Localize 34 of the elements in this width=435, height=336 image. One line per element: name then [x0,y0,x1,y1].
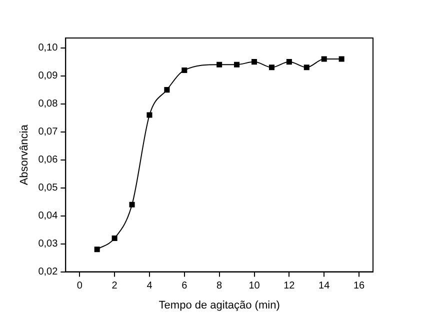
point [338,56,344,62]
x-tick-label: 4 [146,280,153,292]
point [146,112,152,118]
point [129,202,135,208]
y-tick-label: 0,03 [38,238,58,250]
y-tick-label: 0,02 [38,266,58,278]
point [182,67,188,73]
x-axis-title: Tempo de agitação (min) [158,299,280,312]
x-tick-label: 10 [248,280,260,292]
x-tick-label: 14 [318,280,330,292]
point [268,64,274,70]
point [112,235,118,241]
y-tick-label: 0,05 [38,182,58,194]
point [94,246,100,252]
x-tick-label: 8 [216,280,223,292]
x-tick-label: 16 [353,280,366,292]
y-axis-title: Absorvância [18,124,31,186]
y-tick-label: 0,08 [38,98,58,110]
point [164,87,170,93]
y-tick-label: 0,10 [38,42,58,54]
point [234,62,240,68]
point [321,56,327,62]
point [216,62,222,68]
x-tick-label: 2 [112,280,118,292]
y-tick-label: 0,04 [38,210,58,222]
x-tick-label: 0 [76,280,83,292]
y-tick-label: 0,09 [38,70,58,82]
y-tick-label: 0,07 [38,126,58,138]
x-tick-label: 6 [182,280,188,292]
y-tick-label: 0,06 [38,154,58,166]
point [286,59,292,65]
point [251,59,258,65]
x-tick-label: 12 [284,280,296,292]
point [304,64,310,70]
